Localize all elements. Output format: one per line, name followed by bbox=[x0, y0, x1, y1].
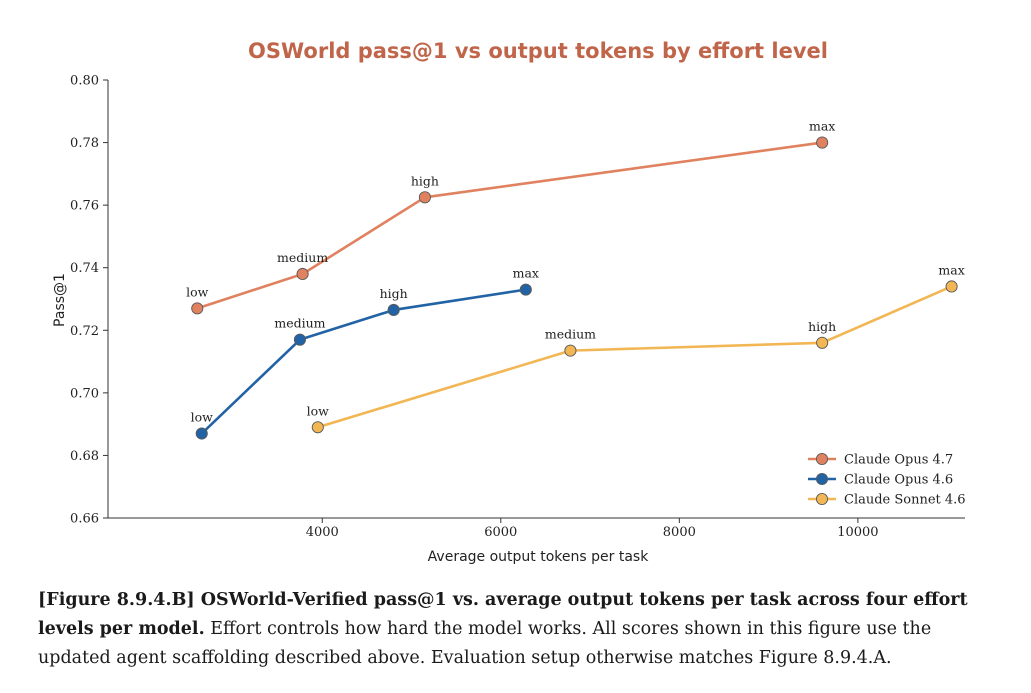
point-label: medium bbox=[545, 327, 596, 342]
data-point bbox=[191, 302, 204, 315]
legend-label: Claude Sonnet 4.6 bbox=[844, 493, 966, 508]
x-tick-label: 6000 bbox=[484, 525, 517, 540]
legend-label: Claude Opus 4.6 bbox=[844, 473, 953, 488]
series-line bbox=[196, 141, 823, 310]
legend-item: Claude Sonnet 4.6 bbox=[808, 493, 966, 508]
point-label: medium bbox=[274, 316, 325, 331]
legend-marker bbox=[815, 472, 829, 486]
y-tick-label: 0.66 bbox=[70, 512, 99, 527]
y-tick-label: 0.68 bbox=[70, 449, 99, 464]
x-tick-label: 8000 bbox=[663, 525, 696, 540]
series-claude-sonnet-46: low medium high max bbox=[307, 262, 965, 434]
legend-item: Claude Opus 4.6 bbox=[808, 473, 953, 488]
point-label: medium bbox=[277, 250, 328, 265]
data-point bbox=[519, 283, 532, 296]
y-tick-label: 0.76 bbox=[70, 199, 99, 214]
y-tick-label: 0.74 bbox=[70, 261, 99, 276]
chart: OSWorld pass@1 vs output tokens by effor… bbox=[52, 39, 966, 565]
point-label: max bbox=[809, 119, 835, 134]
y-tick-label: 0.70 bbox=[70, 386, 99, 401]
caption-bold: [Figure 8.9.4.B] OSWorld-Verified pass@1… bbox=[38, 590, 968, 639]
point-label: low bbox=[186, 284, 209, 299]
data-point bbox=[195, 427, 208, 440]
x-tick-label: 10000 bbox=[837, 525, 878, 540]
series-line bbox=[200, 288, 526, 435]
data-point bbox=[816, 136, 829, 149]
figure-caption: [Figure 8.9.4.B] OSWorld-Verified pass@1… bbox=[38, 586, 1003, 673]
data-point bbox=[945, 280, 958, 293]
point-label: max bbox=[513, 266, 539, 281]
point-label: high bbox=[411, 173, 439, 188]
y-tick-label: 0.72 bbox=[70, 324, 99, 339]
data-point bbox=[296, 267, 309, 281]
x-tick-label: 4000 bbox=[306, 525, 339, 540]
point-label: low bbox=[307, 403, 330, 418]
x-axis-label: Average output tokens per task bbox=[428, 549, 650, 565]
legend-item: Claude Opus 4.7 bbox=[808, 453, 953, 468]
caption-text: Effort controls how hard the model works… bbox=[38, 619, 932, 668]
y-tick-label: 0.80 bbox=[70, 74, 99, 89]
chart-title: OSWorld pass@1 vs output tokens by effor… bbox=[248, 39, 828, 63]
data-point bbox=[311, 421, 324, 434]
point-label: low bbox=[191, 410, 214, 425]
legend-label: Claude Opus 4.7 bbox=[844, 453, 953, 468]
data-point bbox=[418, 191, 431, 204]
series-line bbox=[317, 285, 953, 429]
point-label: high bbox=[380, 286, 408, 301]
data-point bbox=[387, 303, 400, 317]
legend-marker bbox=[815, 492, 829, 506]
series-claude-opus-47: low medium high max bbox=[186, 119, 835, 315]
series-layer: low medium high max low medium high max low mediu… bbox=[186, 119, 965, 440]
legend: Claude Opus 4.7 Claude Opus 4.6 Claude Son… bbox=[808, 453, 966, 508]
data-point bbox=[564, 344, 577, 357]
data-point bbox=[293, 333, 306, 346]
legend-marker bbox=[815, 452, 829, 466]
point-label: max bbox=[938, 262, 964, 277]
y-tick-label: 0.78 bbox=[70, 136, 99, 151]
data-point bbox=[816, 336, 829, 349]
point-label: high bbox=[808, 319, 836, 334]
axes: 0.66 0.68 0.70 0.72 0.74 0.76 0.78 0.80 4000 6000… bbox=[70, 74, 965, 540]
y-axis-label: Pass@1 bbox=[52, 273, 68, 327]
series-claude-opus-46: low medium high max bbox=[191, 266, 539, 440]
